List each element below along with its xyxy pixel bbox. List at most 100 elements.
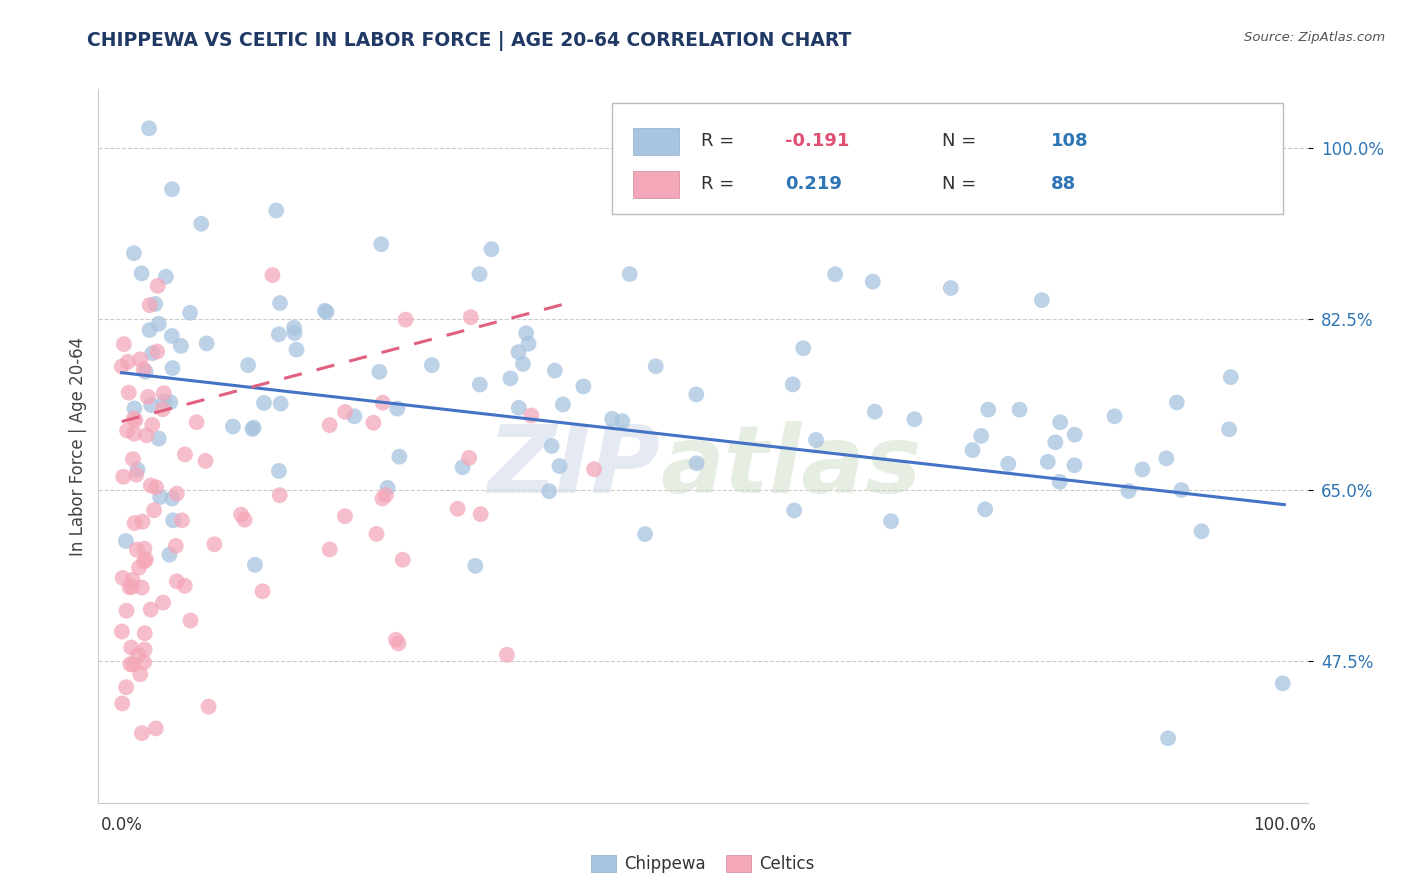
Point xyxy=(138,121,160,136)
Point xyxy=(122,657,145,672)
Point xyxy=(148,317,170,331)
Point xyxy=(222,419,245,434)
Point xyxy=(420,358,443,372)
Text: R =: R = xyxy=(700,132,740,150)
Point xyxy=(111,624,134,639)
Point xyxy=(368,365,391,379)
Point xyxy=(242,420,264,434)
Point xyxy=(141,398,163,412)
Point xyxy=(880,514,903,528)
Point xyxy=(139,478,162,492)
Point xyxy=(166,574,188,589)
Point xyxy=(377,481,399,495)
Text: Source: ZipAtlas.com: Source: ZipAtlas.com xyxy=(1244,31,1385,45)
Point xyxy=(1036,455,1059,469)
Point xyxy=(496,648,519,662)
Point xyxy=(512,357,534,371)
Point xyxy=(481,242,503,256)
Point xyxy=(315,305,337,319)
Point xyxy=(129,352,152,367)
Point xyxy=(127,462,149,476)
Text: ZIP: ZIP xyxy=(488,421,661,514)
Point xyxy=(468,267,491,281)
Point xyxy=(283,320,305,334)
Point xyxy=(970,429,993,443)
Point xyxy=(111,359,134,374)
Point xyxy=(145,722,167,736)
Point xyxy=(387,401,409,416)
Point xyxy=(374,488,396,502)
Point xyxy=(170,513,193,527)
Point xyxy=(122,452,145,467)
Point xyxy=(124,401,146,416)
Point xyxy=(538,484,561,499)
Point xyxy=(125,467,148,482)
Point xyxy=(371,395,394,409)
Point xyxy=(792,341,814,355)
Point xyxy=(131,726,153,740)
Point xyxy=(229,508,252,522)
Point xyxy=(385,632,408,647)
Text: 108: 108 xyxy=(1052,132,1088,150)
Point xyxy=(134,642,156,657)
Point xyxy=(152,596,174,610)
Point xyxy=(165,539,187,553)
Point xyxy=(685,387,707,401)
Point xyxy=(194,454,217,468)
Point xyxy=(186,415,208,429)
Point xyxy=(464,558,486,573)
Point xyxy=(508,401,530,415)
Point xyxy=(179,614,201,628)
Point xyxy=(114,533,136,548)
Point xyxy=(997,457,1019,471)
Point xyxy=(262,268,284,282)
Point xyxy=(129,667,152,681)
Point xyxy=(143,503,166,517)
Point xyxy=(468,377,491,392)
Point xyxy=(252,584,274,599)
Text: R =: R = xyxy=(700,175,740,193)
Point xyxy=(128,560,150,574)
Point xyxy=(120,657,142,672)
FancyBboxPatch shape xyxy=(633,128,679,155)
Point xyxy=(145,480,167,494)
Point xyxy=(155,269,177,284)
Point xyxy=(1191,524,1213,539)
Text: 88: 88 xyxy=(1052,175,1077,193)
Point xyxy=(166,486,188,500)
Point xyxy=(363,416,385,430)
Point xyxy=(152,402,174,417)
Point xyxy=(121,573,143,587)
Point xyxy=(118,385,141,400)
Point xyxy=(197,699,219,714)
FancyBboxPatch shape xyxy=(633,170,679,198)
Point xyxy=(136,390,159,404)
Point xyxy=(115,424,138,438)
Point xyxy=(1063,458,1085,473)
Point xyxy=(318,542,340,557)
Point xyxy=(520,409,543,423)
Text: atlas: atlas xyxy=(661,421,922,514)
Point xyxy=(159,548,181,562)
Point xyxy=(153,394,176,409)
Point xyxy=(118,580,141,594)
Point xyxy=(141,346,163,360)
Text: 0.219: 0.219 xyxy=(785,175,842,193)
Point xyxy=(1170,483,1192,497)
Point xyxy=(124,413,146,427)
Point xyxy=(269,296,291,310)
Point xyxy=(138,298,160,312)
Point xyxy=(508,345,530,359)
Point xyxy=(572,379,595,393)
Y-axis label: In Labor Force | Age 20-64: In Labor Force | Age 20-64 xyxy=(69,336,87,556)
Point xyxy=(333,509,356,524)
Point xyxy=(548,458,571,473)
Point xyxy=(115,680,138,694)
Point xyxy=(173,579,195,593)
Point xyxy=(460,310,482,325)
Point xyxy=(499,371,522,385)
Text: CHIPPEWA VS CELTIC IN LABOR FORCE | AGE 20-64 CORRELATION CHART: CHIPPEWA VS CELTIC IN LABOR FORCE | AGE … xyxy=(87,31,852,51)
Point xyxy=(619,267,641,281)
Point xyxy=(131,266,153,280)
Point xyxy=(146,278,169,293)
